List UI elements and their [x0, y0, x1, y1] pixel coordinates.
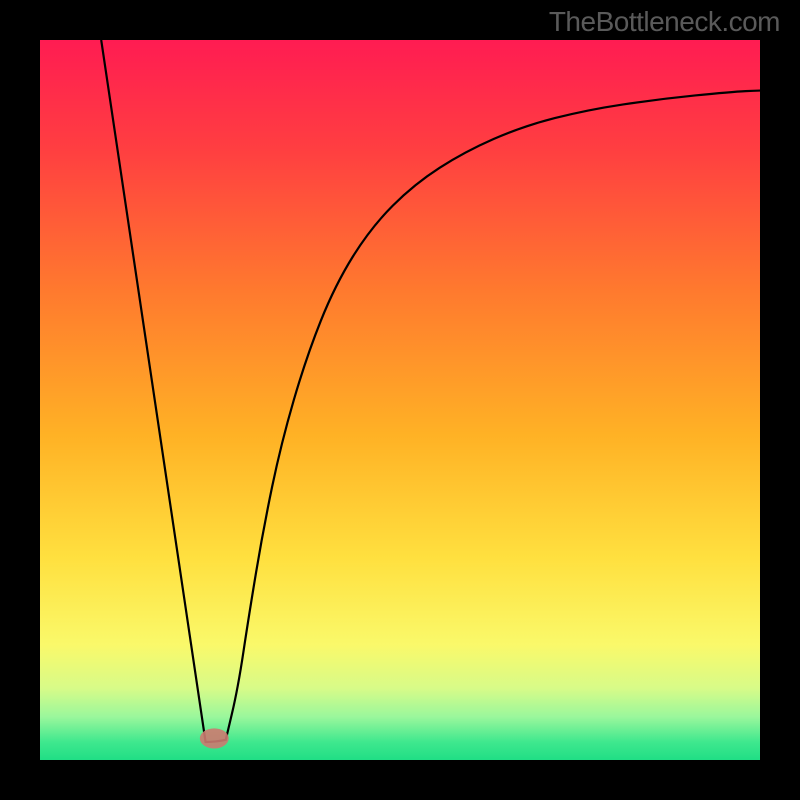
chart-background — [40, 40, 760, 760]
chart-container: TheBottleneck.com — [0, 0, 800, 800]
minimum-marker — [200, 728, 229, 748]
chart-svg — [0, 0, 800, 800]
watermark-text: TheBottleneck.com — [549, 6, 780, 38]
